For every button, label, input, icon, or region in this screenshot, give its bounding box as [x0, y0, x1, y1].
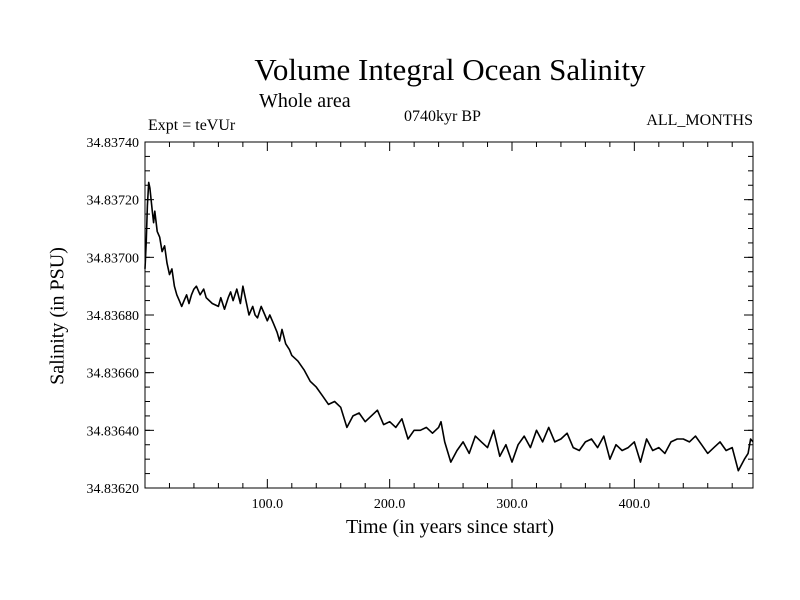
y-tick-label: 34.83680 — [87, 309, 140, 324]
x-tick-label: 400.0 — [619, 497, 651, 512]
x-axis-label: Time (in years since start) — [345, 516, 555, 538]
y-tick-label: 34.83720 — [87, 194, 140, 209]
months-label: ALL_MONTHS — [646, 112, 753, 129]
salinity-series-line — [144, 181, 754, 472]
y-tick-label: 34.83740 — [87, 136, 140, 151]
experiment-label: Expt = teVUr — [148, 117, 236, 134]
y-tick-label: 34.83640 — [87, 424, 140, 439]
y-tick-label: 34.83620 — [87, 482, 140, 497]
x-tick-label: 100.0 — [252, 497, 284, 512]
x-tick-label: 200.0 — [374, 497, 406, 512]
chart-subtitle: Whole area — [259, 90, 351, 112]
y-tick-label: 34.83700 — [87, 251, 140, 266]
period-label: 0740kyr BP — [404, 108, 481, 125]
chart-title: Volume Integral Ocean Salinity — [254, 52, 646, 87]
y-tick-label: 34.83660 — [87, 367, 140, 382]
x-tick-label: 300.0 — [496, 497, 528, 512]
plot-frame — [144, 141, 754, 489]
